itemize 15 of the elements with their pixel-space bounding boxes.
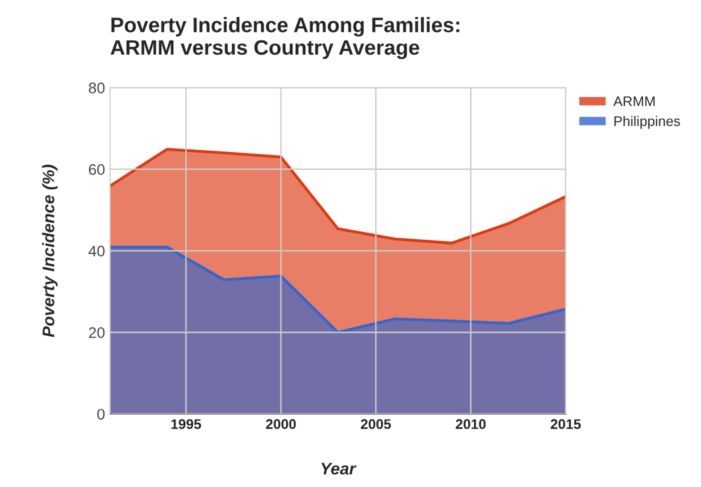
legend-label: Philippines (614, 116, 680, 129)
x-axis-title: Year (322, 462, 356, 475)
y-tick-label: 0 (97, 408, 105, 420)
x-tick-label: 2015 (550, 419, 581, 430)
y-tick-label: 20 (88, 327, 105, 338)
y-tick-label: 40 (88, 246, 105, 256)
x-tick-label: 2010 (456, 419, 486, 430)
y-tick-label: 60 (88, 164, 105, 175)
chart-title: Poverty Incidence Among Families: ARMM versus Country Average (110, 17, 460, 60)
y-tick-label: 80 (88, 82, 105, 94)
legend-label: ARMM (613, 96, 655, 106)
y-axis-title: Poverty Incidence (%) (42, 164, 58, 338)
x-tick-label: 1995 (171, 419, 202, 430)
x-tick-label: 2005 (360, 419, 391, 430)
x-tick-label: 2000 (266, 419, 296, 430)
